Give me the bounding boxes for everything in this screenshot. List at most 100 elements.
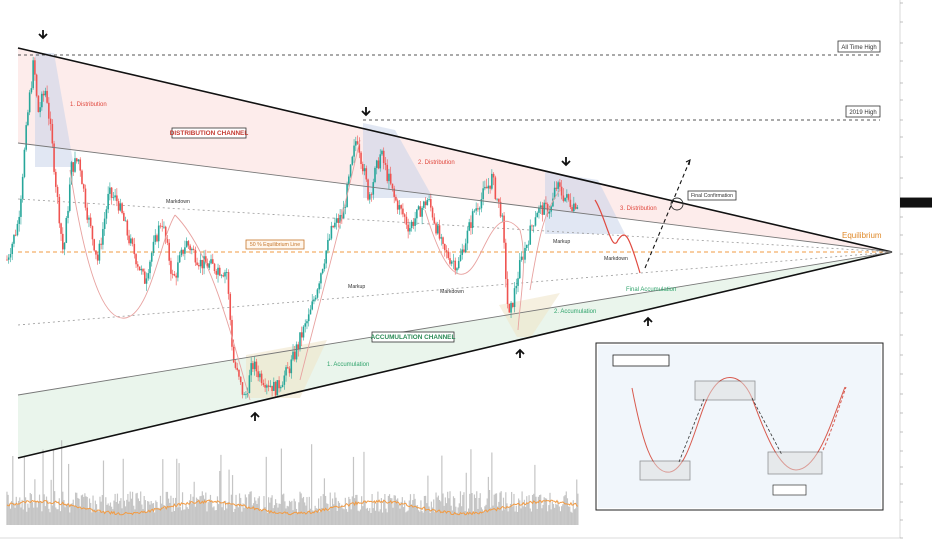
volume-bar xyxy=(56,509,58,525)
volume-bar xyxy=(18,500,20,525)
candle-body xyxy=(93,239,95,251)
candle-body xyxy=(330,225,333,239)
volume-bar xyxy=(572,500,574,525)
candle xyxy=(51,119,54,149)
volume-bar xyxy=(129,491,131,525)
candle xyxy=(389,166,392,186)
volume-bar xyxy=(341,504,343,525)
candle-body xyxy=(136,264,139,267)
volume-bar xyxy=(558,506,560,525)
candle xyxy=(471,208,474,235)
candle xyxy=(25,121,27,152)
candle xyxy=(123,210,125,222)
candle xyxy=(288,366,291,377)
candle-body xyxy=(68,184,71,211)
candle xyxy=(208,260,211,271)
volume-bar xyxy=(350,509,352,525)
distribution-channel-label-box xyxy=(171,127,247,139)
candle xyxy=(149,259,151,280)
candle xyxy=(295,341,298,363)
volume-bar xyxy=(70,504,72,525)
volume-bar xyxy=(393,495,395,525)
volume-bar xyxy=(442,493,444,525)
lower-trendline xyxy=(17,251,893,459)
candle xyxy=(353,139,355,163)
volume-bar xyxy=(130,498,132,525)
candle-body xyxy=(337,218,340,223)
candle-body xyxy=(32,60,34,89)
volume-bar xyxy=(206,511,208,525)
inner-distribution-line xyxy=(17,142,893,253)
volume-bar xyxy=(77,497,79,525)
volume-bar xyxy=(287,506,289,525)
candle-body xyxy=(297,344,300,349)
inset-markup-dash xyxy=(678,398,705,463)
volume-bar xyxy=(501,510,503,525)
candle xyxy=(105,205,108,225)
candle xyxy=(185,237,188,248)
candle xyxy=(541,202,544,222)
volume-bar xyxy=(547,511,549,525)
candle-body xyxy=(356,141,359,144)
volume-bar xyxy=(371,494,373,525)
candle xyxy=(171,269,174,279)
volume-bar xyxy=(242,503,244,525)
volume-bar xyxy=(344,497,346,525)
volume-bar xyxy=(449,491,451,525)
candle xyxy=(255,358,258,378)
candle xyxy=(117,198,120,214)
candle xyxy=(21,173,24,203)
candle xyxy=(264,378,266,393)
candle-body xyxy=(269,385,272,387)
volume-bar xyxy=(352,456,355,525)
volume-bar xyxy=(385,508,387,525)
candle xyxy=(398,199,401,215)
candle xyxy=(114,188,116,201)
all-time-high-label-box xyxy=(837,40,881,53)
volume-bar xyxy=(535,496,537,525)
candle xyxy=(367,178,369,201)
volume-bar xyxy=(328,510,330,525)
volume-bar xyxy=(327,503,329,525)
volume-bar xyxy=(228,469,230,525)
volume-bar xyxy=(72,499,74,525)
volume-bar xyxy=(229,504,231,525)
candle-body xyxy=(363,168,366,172)
volume-bar xyxy=(474,498,477,525)
volume-bar xyxy=(15,496,17,525)
candle-body xyxy=(450,261,453,264)
candle-body xyxy=(496,198,498,200)
volume-bar xyxy=(323,478,326,525)
volume-bar xyxy=(372,508,374,525)
volume-bar xyxy=(24,497,27,525)
volume-bar xyxy=(526,496,528,525)
candle xyxy=(130,234,132,247)
volume-bar xyxy=(538,495,541,525)
volume-bar xyxy=(305,505,307,525)
volume-bar xyxy=(569,506,571,525)
volume-bar xyxy=(512,506,514,525)
candle-body xyxy=(116,195,118,202)
candle-body xyxy=(494,177,497,200)
volume-bar xyxy=(577,493,579,525)
candle xyxy=(358,137,361,159)
candle-body xyxy=(46,90,48,103)
volume-bar xyxy=(233,511,235,525)
volume-bar xyxy=(351,496,353,525)
candle-body xyxy=(150,253,153,262)
candle xyxy=(211,253,214,264)
candle xyxy=(529,219,532,245)
volume-bar xyxy=(247,507,249,525)
volume-bar xyxy=(521,491,523,525)
volume-bar xyxy=(426,503,428,525)
volume-bar xyxy=(491,452,493,525)
candle-body xyxy=(367,179,369,200)
phase-accumulation-1: 1. Accumulation xyxy=(327,362,369,368)
volume-bar xyxy=(516,511,519,525)
volume-bar xyxy=(155,500,157,525)
candle xyxy=(555,181,558,192)
candle-body xyxy=(255,361,258,372)
candle-body xyxy=(11,243,14,254)
volume-bar xyxy=(562,504,564,525)
volume-bar xyxy=(457,507,459,525)
